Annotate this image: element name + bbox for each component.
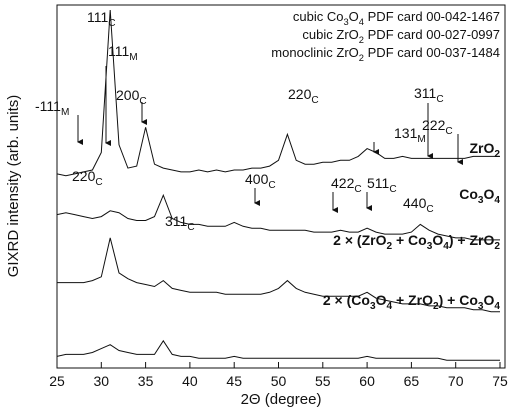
peak-index: 111: [87, 9, 108, 25]
peak-annotation: 200C: [116, 87, 147, 107]
series-label: ZrO2: [469, 140, 500, 160]
xrd-trace: [56, 193, 500, 241]
peak-phase: C: [311, 95, 318, 106]
peak-annotation: 400C: [245, 171, 276, 191]
series-label: Co3O4: [459, 186, 500, 206]
peak-annotation: 220C: [72, 168, 103, 188]
peak-phase: C: [389, 184, 396, 195]
peak-index: 200: [116, 87, 140, 103]
peak-annotation: 111M: [108, 43, 138, 63]
x-tick-label: 65: [404, 373, 420, 389]
x-tick-label: 55: [315, 373, 331, 389]
peak-phase: C: [268, 180, 275, 191]
x-tick-label: 40: [182, 373, 198, 389]
peak-phase: C: [354, 184, 361, 195]
peak-index: 422: [331, 175, 355, 191]
peak-annotation: 222C: [422, 117, 453, 137]
y-axis-title: GIXRD intensity (arb. units): [5, 95, 22, 278]
x-tick-label: 70: [448, 373, 464, 389]
peak-index: 111: [108, 43, 129, 59]
peak-index: 511: [367, 175, 390, 191]
x-axis-title: 2Θ (degree): [241, 391, 322, 408]
peak-annotation: 422C: [331, 175, 362, 195]
peak-index: 222: [422, 117, 446, 133]
peak-phase: C: [95, 177, 102, 188]
peak-index: 220: [288, 86, 312, 102]
peak-annotation: 131M: [394, 125, 426, 145]
peak-index: 440: [403, 195, 427, 211]
peak-index: 311: [414, 85, 437, 101]
x-tick-label: 60: [359, 373, 375, 389]
peak-index: 400: [245, 171, 269, 187]
peak-phase: M: [129, 52, 137, 63]
peak-annotation: 311C: [414, 85, 444, 105]
legend-line: monoclinic ZrO2 PDF card 00-037-1484: [271, 45, 500, 63]
peak-phase: M: [61, 107, 69, 118]
x-tick-label: 35: [138, 373, 154, 389]
peak-annotation: 220C: [288, 86, 319, 106]
series-label: 2 × (ZrO2 + Co3O4) + ZrO2: [333, 232, 500, 252]
legend-line: cubic Co3O4 PDF card 00-042-1467: [293, 9, 500, 27]
peak-phase: C: [436, 94, 443, 105]
xrd-trace: [56, 9, 500, 177]
series-label: 2 × (Co3O4 + ZrO2) + Co3O4: [323, 292, 501, 312]
peak-phase: C: [445, 126, 452, 137]
xrd-trace: [57, 237, 500, 313]
peak-index: 311: [165, 213, 188, 229]
peak-phase: M: [417, 134, 425, 145]
peak-phase: C: [139, 96, 146, 107]
peak-index: 131: [394, 125, 418, 141]
peak-annotation: 511C: [367, 175, 397, 195]
peak-annotation: 440C: [403, 195, 434, 215]
peak-index: -111: [35, 98, 61, 114]
legend-line: cubic ZrO2 PDF card 00-027-0997: [302, 27, 500, 45]
x-tick-label: 50: [271, 373, 287, 389]
peak-phase: C: [426, 204, 433, 215]
x-tick-label: 45: [226, 373, 242, 389]
peak-phase: C: [108, 18, 115, 29]
plot-frame: [56, 4, 506, 369]
x-tick-label: 25: [49, 373, 65, 389]
peak-annotation: 111C: [87, 9, 116, 29]
peak-index: 220: [72, 168, 96, 184]
peak-phase: C: [187, 222, 194, 233]
peak-annotation: 311C: [165, 213, 195, 233]
x-tick-label: 75: [492, 373, 508, 389]
peak-annotation: -111M: [35, 98, 69, 118]
x-tick-label: 30: [94, 373, 110, 389]
xrd-trace: [56, 339, 500, 361]
